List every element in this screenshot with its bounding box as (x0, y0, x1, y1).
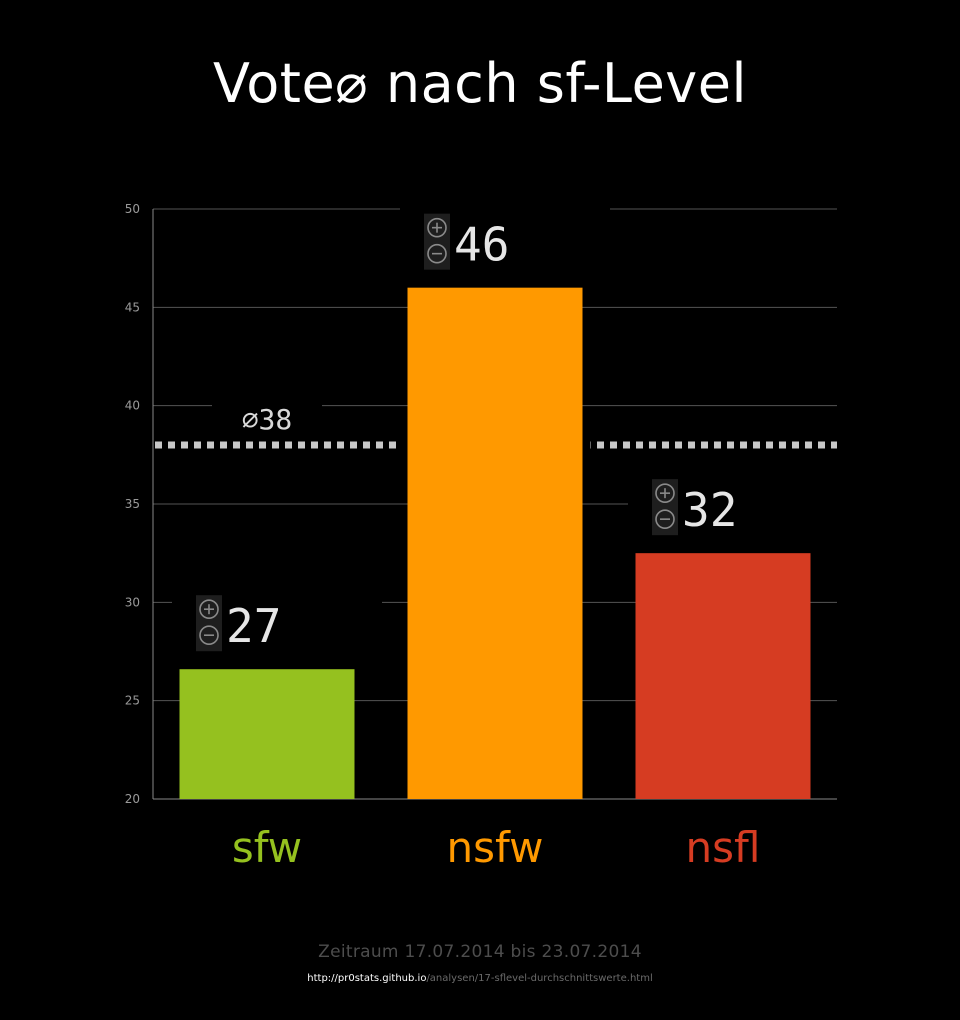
footer-period: Zeitraum 17.07.2014 bis 23.07.2014 (318, 942, 642, 962)
value-labels: 27 46 32 (172, 203, 838, 662)
bar-sfw (179, 669, 355, 799)
y-tick-label: 50 (125, 202, 140, 216)
average-label-bg (212, 400, 322, 438)
plus-circle-icon (655, 483, 675, 503)
y-tick-label: 40 (125, 399, 140, 413)
minus-circle-icon (655, 509, 675, 529)
vote-icon-box (652, 479, 678, 536)
bar-overlap (407, 440, 583, 450)
average-line-group: ⌀38 (155, 400, 837, 450)
category-label-nsfw: nsfw (447, 823, 544, 872)
value-label: 27 (226, 599, 281, 653)
y-tick-label: 20 (125, 792, 140, 806)
y-tick-label: 25 (125, 694, 140, 708)
value-label-group-nsfl: 32 (628, 469, 838, 546)
plus-circle-icon-ring (427, 217, 447, 238)
minus-circle-icon-ring (427, 243, 447, 264)
bar-chart: 20 25 30 35 40 45 50 ⌀38 27 46 32 sfw nsfw nsfl (125, 202, 838, 872)
bars (179, 287, 811, 799)
category-labels: sfw nsfw nsfl (232, 823, 761, 872)
plus-circle-icon-ring (199, 599, 219, 620)
bar-nsfw (407, 287, 583, 799)
chart-title: Vote⌀ nach sf-Level (213, 52, 747, 115)
plus-circle-icon (199, 599, 219, 620)
vote-icon-box (424, 213, 450, 270)
y-axis: 20 25 30 35 40 45 50 (125, 202, 154, 806)
value-label-group-nsfw: 46 (400, 203, 610, 280)
category-label-nsfl: nsfl (686, 823, 761, 872)
footer-url-host[interactable]: http://pr0stats.github.io (307, 973, 427, 984)
average-label: ⌀38 (242, 403, 293, 436)
plus-circle-icon (427, 217, 447, 238)
minus-circle-icon-ring (655, 509, 675, 529)
minus-circle-icon (427, 243, 447, 264)
vote-icon-box (196, 595, 222, 652)
value-label: 32 (682, 483, 737, 537)
minus-circle-icon (199, 625, 219, 646)
plus-circle-icon-ring (655, 483, 675, 503)
category-label-sfw: sfw (232, 823, 302, 872)
footer-url[interactable]: http://pr0stats.github.io/analysen/17-sf… (0, 973, 960, 984)
bar-nsfl (635, 553, 811, 799)
minus-circle-icon-ring (199, 625, 219, 646)
value-label: 46 (454, 218, 509, 272)
value-label-group-sfw: 27 (172, 585, 382, 662)
y-tick-label: 30 (125, 595, 140, 609)
y-tick-label: 35 (125, 497, 140, 511)
y-tick-label: 45 (125, 300, 140, 314)
footer-url-path[interactable]: /analysen/17-sflevel-durchschnittswerte.… (426, 973, 653, 984)
